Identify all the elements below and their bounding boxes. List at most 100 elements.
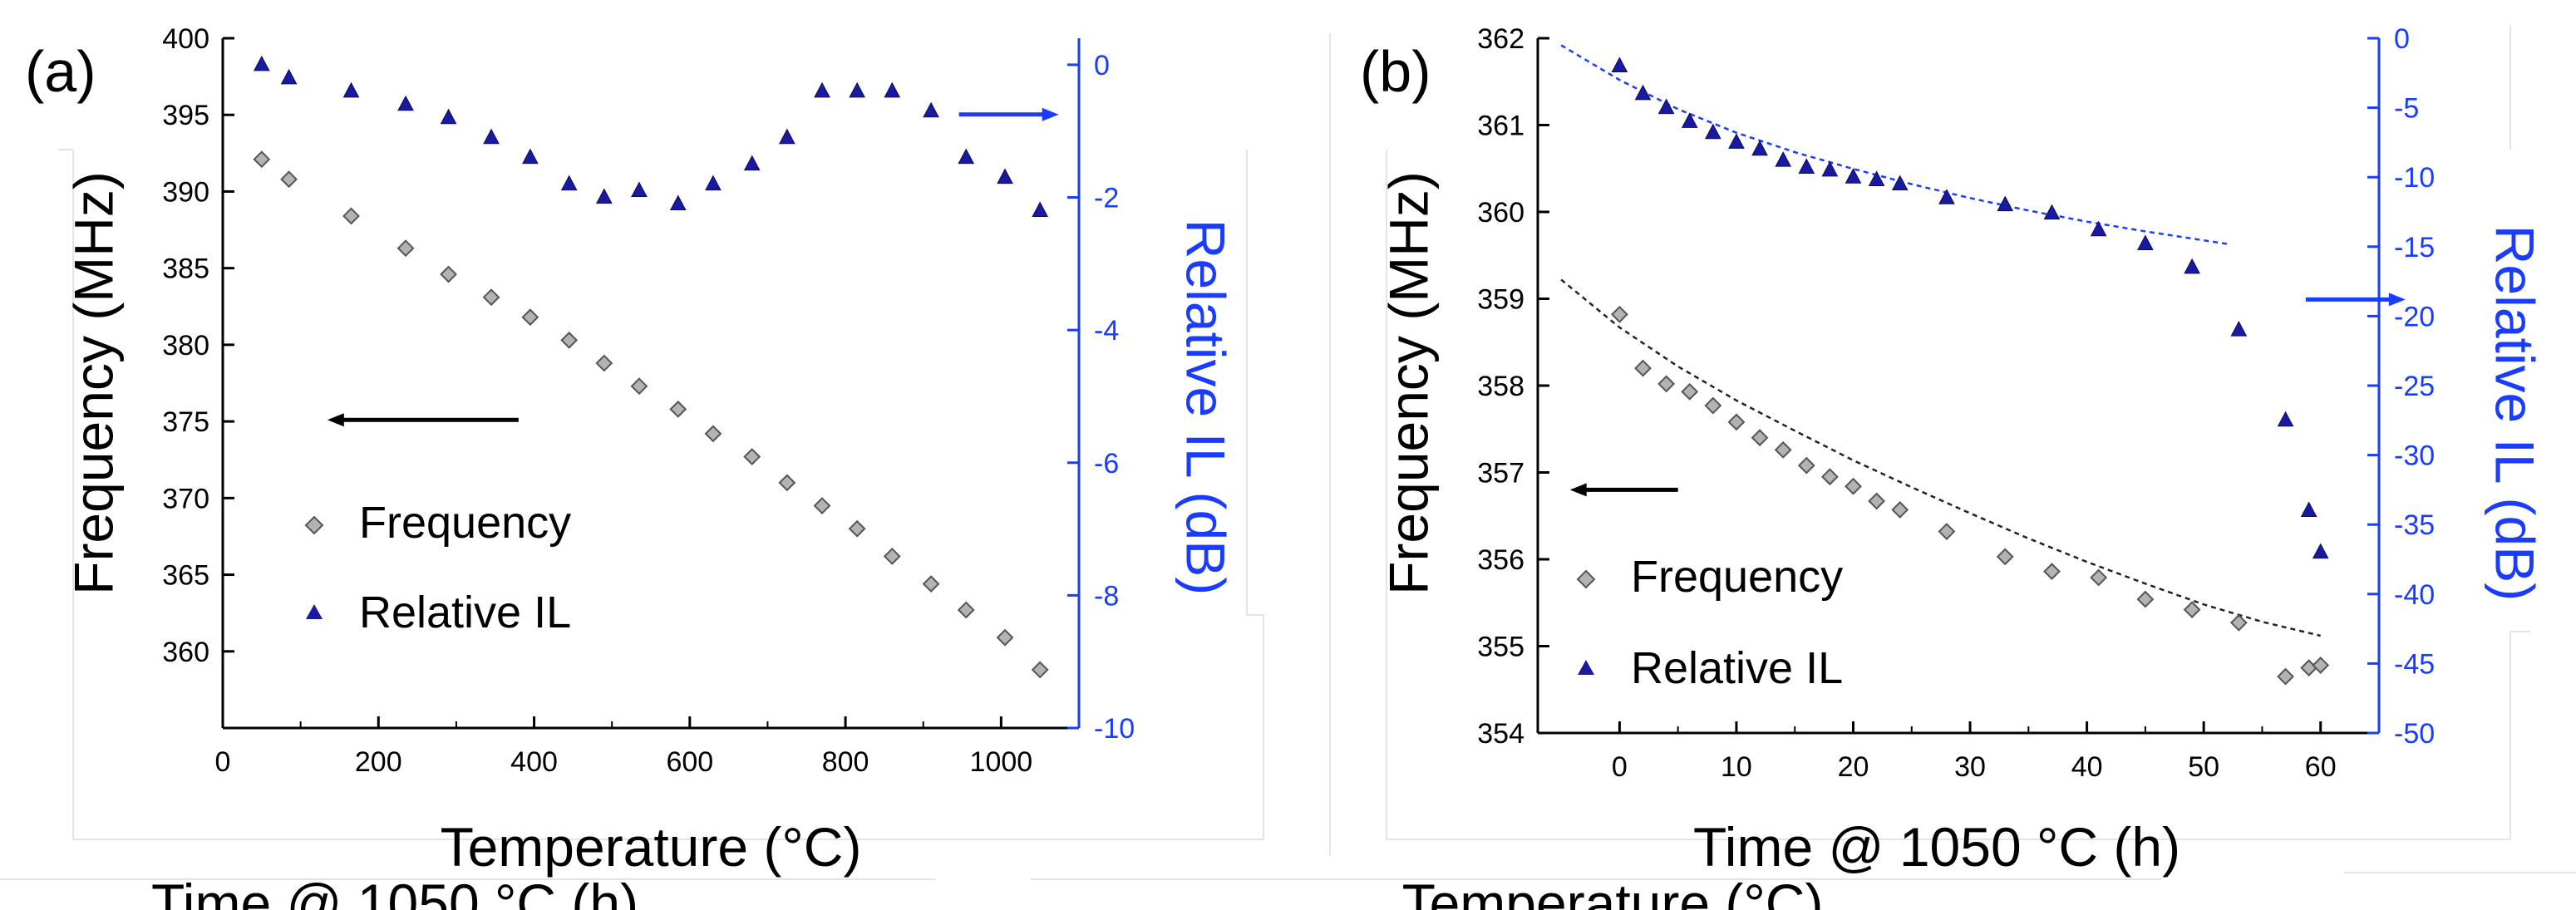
relative-il-point xyxy=(1728,133,1745,149)
left-y-tick-label: 362 xyxy=(1477,23,1524,55)
relative-il-point xyxy=(280,68,298,85)
frequency-point xyxy=(521,308,539,327)
frequency-point xyxy=(704,425,722,443)
frequency-point xyxy=(2312,657,2330,674)
chart-panel-a: 0 200 400 600 800 1000 360 365 370 375 380 385 390 39… xyxy=(25,23,1237,878)
relative-il-point xyxy=(2277,411,2294,427)
relative-il-point xyxy=(779,128,795,145)
frequency-point xyxy=(1938,523,1956,540)
frequency-point xyxy=(1891,501,1909,519)
chart-panel-b: 0 10 20 30 40 50 60 354 355 356 357 358 359 360 361 362… xyxy=(1360,23,2546,878)
frequency-point xyxy=(1996,548,2014,566)
right-y-tick-label: -2 xyxy=(1094,183,1119,214)
frequency-point xyxy=(2229,613,2248,632)
right-axis-title: Relative IL (dB) xyxy=(1175,219,1237,595)
frequency-point xyxy=(560,331,579,349)
frequency-point xyxy=(2136,590,2155,608)
frequency-point xyxy=(922,575,940,593)
relative-il-point xyxy=(397,95,414,111)
relative-il-point xyxy=(1634,84,1652,101)
frequency-point xyxy=(2277,667,2294,686)
legend-diamond-icon xyxy=(1576,569,1596,589)
frequency-point xyxy=(1657,375,1676,393)
left-y-tick-label: 358 xyxy=(1477,371,1524,402)
right-y-tick-label: -6 xyxy=(1094,448,1119,480)
x-tick-label: 200 xyxy=(355,746,402,778)
left-y-tick-label: 357 xyxy=(1477,458,1524,489)
frequency-point xyxy=(482,288,500,307)
frequency-point xyxy=(778,474,796,492)
x-axis-title: Temperature (°C) xyxy=(441,816,862,878)
right-y-tick-label: 0 xyxy=(2394,23,2410,55)
legend-label-relative-il: Relative IL xyxy=(1631,643,1843,693)
relative-il-point xyxy=(1657,98,1675,115)
relative-il-point xyxy=(631,181,648,198)
x-tick-label: 10 xyxy=(1721,751,1752,783)
panel-label: (b) xyxy=(1360,39,1431,104)
frequency-point xyxy=(1845,477,1862,495)
relative-il-point xyxy=(1938,189,1955,204)
relative-il-point xyxy=(483,128,500,145)
left-y-tick-label: 395 xyxy=(162,100,209,131)
frequency-point xyxy=(1820,468,1839,486)
relative-il-point xyxy=(705,175,722,191)
relative-il-point xyxy=(1845,168,1862,184)
relative-il-point xyxy=(1798,158,1815,174)
frequency-point xyxy=(2043,563,2061,581)
relative-il-point xyxy=(997,168,1013,184)
left-y-tick-label: 385 xyxy=(162,253,209,285)
right-y-tick-label: -25 xyxy=(2394,371,2435,402)
frequency-point xyxy=(342,207,360,225)
legend-label-frequency: Frequency xyxy=(1631,552,1843,602)
relative-il-point xyxy=(253,55,270,71)
right-y-tick-label: 0 xyxy=(1094,50,1110,81)
x-tick-label: 0 xyxy=(1612,751,1628,783)
frequency-point xyxy=(1031,661,1049,679)
relative-il-point xyxy=(669,194,687,211)
right-y-tick-label: -10 xyxy=(1094,713,1135,745)
frequency-point xyxy=(440,265,457,283)
relative-il-point xyxy=(849,81,865,98)
frequency-point xyxy=(1681,382,1699,401)
relative-il-point xyxy=(2090,220,2107,237)
fit-curve-left xyxy=(1560,278,2321,637)
relative-il-point xyxy=(1821,160,1839,177)
x-tick-label: 50 xyxy=(2188,751,2219,783)
left-y-tick-label: 390 xyxy=(162,176,209,208)
relative-il-point xyxy=(440,108,457,125)
right-axis-title: Relative IL (dB) xyxy=(2485,225,2546,601)
ghost-label-temperature: Temperature (°C) xyxy=(1402,873,1824,910)
frequency-point xyxy=(2090,568,2108,587)
left-axis-title: Frequency (MHz) xyxy=(1377,171,1439,595)
right-y-tick-label: -20 xyxy=(2394,301,2435,332)
frequency-point xyxy=(1704,396,1722,415)
right-y-tick-label: -5 xyxy=(2394,93,2419,125)
x-tick-label: 20 xyxy=(1838,751,1869,783)
frequency-point xyxy=(813,497,831,514)
relative-il-point xyxy=(2300,501,2317,517)
frequency-point xyxy=(2300,659,2318,677)
right-y-tick-label: -40 xyxy=(2394,579,2435,611)
right-y-tick-label: -8 xyxy=(1094,580,1119,612)
relative-il-point xyxy=(958,148,975,165)
left-y-tick-label: 365 xyxy=(162,560,209,592)
relative-il-point xyxy=(814,81,830,98)
legend-label-relative-il: Relative IL xyxy=(359,588,571,637)
left-y-tick-label: 356 xyxy=(1477,544,1524,576)
frequency-point xyxy=(253,150,271,169)
relative-il-point xyxy=(560,175,578,191)
relative-il-point xyxy=(884,81,901,98)
frequency-point xyxy=(1727,413,1746,431)
left-y-tick-label: 380 xyxy=(162,330,209,362)
left-y-tick-label: 354 xyxy=(1477,718,1524,750)
right-y-tick-label: -45 xyxy=(2394,648,2435,680)
frequency-point xyxy=(396,239,415,258)
left-y-tick-label: 360 xyxy=(162,637,209,668)
relative-il-point xyxy=(1611,57,1628,72)
arrow-left-icon xyxy=(1569,483,1587,497)
frequency-point xyxy=(883,548,901,565)
x-tick-label: 40 xyxy=(2071,751,2103,783)
panel-label: (a) xyxy=(25,39,96,104)
frequency-point xyxy=(848,519,866,538)
frequency-point xyxy=(669,400,687,418)
